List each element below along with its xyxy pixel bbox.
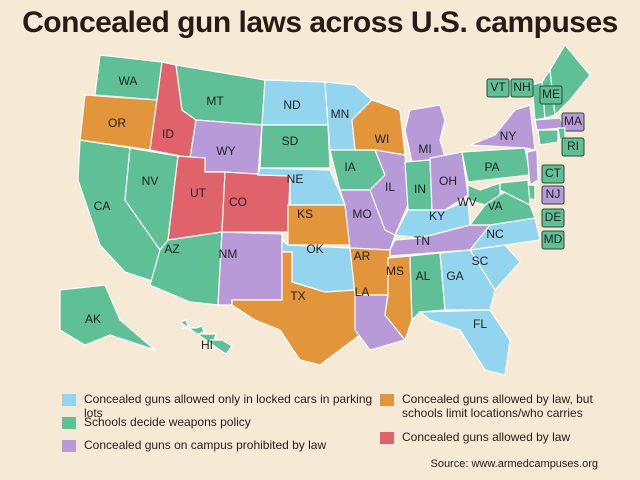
state <box>231 251 361 366</box>
state-label: RI <box>567 139 579 153</box>
state-label: MI <box>418 142 431 156</box>
state-label-box <box>486 78 510 98</box>
legend-label: Concealed guns allowed by law <box>402 430 571 444</box>
state-label: CT <box>545 166 562 180</box>
state-label: GA <box>446 269 463 283</box>
legend-swatch <box>62 394 76 406</box>
state-label: TX <box>290 289 305 303</box>
state-label: IA <box>344 160 355 174</box>
state-label: UT <box>190 186 207 200</box>
state-label: KY <box>429 209 445 223</box>
state-label: MA <box>564 114 582 128</box>
state-label: FL <box>473 317 487 331</box>
state-label: NH <box>513 80 530 94</box>
state-label: AZ <box>164 242 179 256</box>
state-label-box <box>541 208 565 228</box>
state-label: NJ <box>546 187 561 201</box>
state-label: NM <box>219 247 238 261</box>
state <box>178 319 233 355</box>
state-label: WY <box>216 144 235 158</box>
state <box>259 124 331 169</box>
state-label: LA <box>355 285 370 299</box>
state-label: IL <box>385 180 395 194</box>
state-label: DE <box>545 210 562 224</box>
state-label: MT <box>206 94 224 108</box>
state-label: WI <box>375 132 390 146</box>
state <box>59 284 156 351</box>
source: Source: www.armedcampuses.org <box>430 458 598 470</box>
state <box>418 309 511 376</box>
state-label-box <box>541 230 565 250</box>
state <box>468 217 541 251</box>
state-label: OR <box>108 116 126 130</box>
state-label: NC <box>486 227 504 241</box>
legend-label: Concealed guns allowed by law, but schoo… <box>402 392 593 420</box>
state-label-box <box>539 85 563 105</box>
state-label: PA <box>484 160 499 174</box>
state <box>537 129 559 146</box>
state-label: AR <box>354 249 371 263</box>
state-label: SC <box>472 254 489 268</box>
state-label: TN <box>414 234 430 248</box>
state-label-box <box>561 137 585 157</box>
state-label: NY <box>500 129 517 143</box>
state-label: OK <box>306 242 323 256</box>
state-label: SD <box>282 134 299 148</box>
state-label: AL <box>416 269 431 283</box>
state-label: ND <box>283 98 301 112</box>
title: Concealed gun laws across U.S. campuses <box>22 6 618 39</box>
state-label: MS <box>386 264 404 278</box>
state <box>526 149 539 187</box>
state-label: ID <box>162 127 174 141</box>
state-label-box <box>561 112 585 132</box>
state <box>439 249 496 311</box>
legend-label: Concealed guns on campus prohibited by l… <box>84 438 327 452</box>
state-label: VT <box>490 80 506 94</box>
state-label: CA <box>94 199 111 213</box>
state-label: AK <box>85 312 101 326</box>
state <box>499 179 531 207</box>
state-label: NV <box>142 174 159 188</box>
state-label: OH <box>439 174 457 188</box>
state-label: MO <box>352 207 371 221</box>
state <box>429 151 469 211</box>
state-label: VA <box>487 199 502 213</box>
state-label-box <box>541 164 565 184</box>
state-label-box <box>541 185 565 205</box>
state <box>404 104 446 163</box>
legend-swatch <box>62 417 76 429</box>
legend-label: Concealed guns allowed only in locked ca… <box>84 392 373 420</box>
map: WA OR CA NV ID MT WY UT AZ CO NM ND SD NE KS OK TX MN IA MO… <box>59 43 591 376</box>
state-label: HI <box>201 338 213 352</box>
state-label: MD <box>544 232 563 246</box>
state-label: MN <box>331 107 350 121</box>
state-label: IN <box>414 182 426 196</box>
legend-swatch <box>380 394 394 406</box>
state-label: ME <box>542 87 560 101</box>
state <box>217 231 283 306</box>
state-label: CO <box>229 195 247 209</box>
state-label: WA <box>119 74 138 88</box>
state-label-box <box>510 78 534 98</box>
state <box>409 252 446 322</box>
state-label: WV <box>457 195 476 209</box>
legend-swatch <box>380 432 394 444</box>
legend-swatch <box>62 440 76 452</box>
state-label: NE <box>287 172 304 186</box>
legend-label: Schools decide weapons policy <box>84 415 251 429</box>
state-label: KS <box>297 207 313 221</box>
state <box>469 104 536 151</box>
